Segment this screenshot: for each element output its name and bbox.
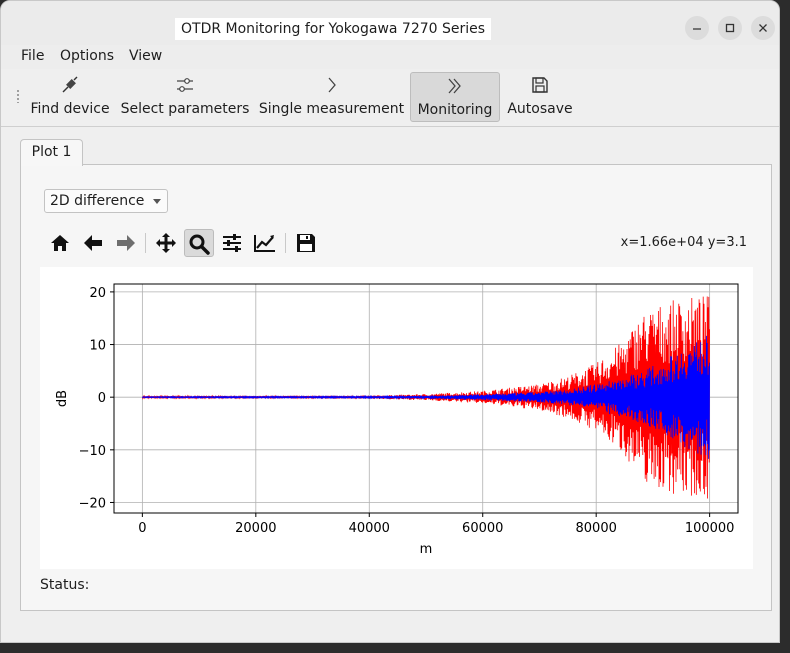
y-tick-label: 0 bbox=[98, 391, 106, 406]
configure-subplots-icon bbox=[223, 234, 241, 252]
connector-icon bbox=[62, 76, 78, 93]
pan-icon bbox=[156, 233, 176, 253]
main-toolbar: Find device Select parameters Single mea… bbox=[1, 69, 779, 127]
pan-button[interactable] bbox=[151, 229, 181, 257]
menu-options[interactable]: Options bbox=[60, 48, 115, 64]
autosave-button[interactable]: Autosave bbox=[505, 72, 575, 122]
zoom-button[interactable] bbox=[184, 229, 214, 257]
toolbar-grip[interactable] bbox=[16, 89, 20, 103]
single-measurement-label: Single measurement bbox=[258, 101, 405, 117]
series-line-2 bbox=[142, 335, 710, 459]
desktop-edge bbox=[780, 0, 790, 653]
x-tick-label: 20000 bbox=[235, 521, 276, 536]
menu-bar: File Options View bbox=[1, 45, 779, 69]
close-button[interactable] bbox=[751, 16, 775, 40]
find-device-label: Find device bbox=[30, 101, 110, 117]
plot-frame bbox=[113, 283, 739, 514]
maximize-icon bbox=[725, 23, 735, 33]
save-figure-button[interactable] bbox=[291, 229, 321, 257]
monitoring-label: Monitoring bbox=[417, 102, 493, 118]
app-window: OTDR Monitoring for Yokogawa 7270 Series… bbox=[0, 0, 780, 643]
minimize-button[interactable] bbox=[685, 16, 709, 40]
otdr-difference-chart[interactable]: 0 20000 40000 60000 80000 100000 −20 −10 0 10 20 m d… bbox=[40, 267, 753, 569]
double-chevron-icon bbox=[448, 78, 461, 94]
single-measurement-button[interactable]: Single measurement bbox=[258, 72, 405, 122]
plot-canvas[interactable]: 0 20000 40000 60000 80000 100000 −20 −10 0 10 20 m d… bbox=[40, 267, 753, 569]
select-parameters-label: Select parameters bbox=[120, 101, 250, 117]
toolbar-separator bbox=[145, 233, 146, 253]
title-bar: OTDR Monitoring for Yokogawa 7270 Series bbox=[1, 1, 779, 45]
y-axis-label: dB bbox=[55, 390, 70, 407]
y-tick-label: 20 bbox=[89, 286, 106, 301]
plot-mode-dropdown[interactable]: 2D difference bbox=[44, 189, 168, 213]
home-button[interactable] bbox=[45, 229, 75, 257]
window-title: OTDR Monitoring for Yokogawa 7270 Series bbox=[175, 18, 492, 40]
y-tick-label: −10 bbox=[79, 444, 106, 459]
configure-subplots-button[interactable] bbox=[217, 229, 247, 257]
status-label: Status: bbox=[40, 577, 90, 593]
status-bar bbox=[1, 622, 779, 642]
edit-axes-button[interactable] bbox=[250, 229, 280, 257]
zoom-icon bbox=[189, 234, 210, 255]
minimize-icon bbox=[693, 28, 701, 30]
select-parameters-button[interactable]: Select parameters bbox=[120, 72, 250, 122]
x-tick-label: 100000 bbox=[685, 521, 735, 536]
edit-axes-icon bbox=[254, 235, 275, 252]
chevron-right-icon bbox=[328, 77, 336, 93]
plot-tab-panel: 2D difference bbox=[20, 164, 772, 611]
close-icon bbox=[759, 24, 767, 32]
dropdown-arrow-icon bbox=[153, 199, 161, 204]
home-icon bbox=[51, 235, 69, 251]
plot-mode-value: 2D difference bbox=[50, 193, 145, 209]
x-tick-label: 80000 bbox=[576, 521, 617, 536]
maximize-button[interactable] bbox=[718, 16, 742, 40]
tab-plot-1[interactable]: Plot 1 bbox=[20, 139, 83, 166]
y-tick-label: 10 bbox=[89, 339, 106, 354]
back-button[interactable] bbox=[78, 229, 108, 257]
save-icon bbox=[532, 77, 548, 93]
find-device-button[interactable]: Find device bbox=[28, 72, 112, 122]
forward-icon bbox=[117, 235, 135, 251]
cursor-coordinates: x=1.66e+04 y=3.1 bbox=[620, 235, 747, 250]
menu-view[interactable]: View bbox=[129, 48, 163, 64]
x-axis-label: m bbox=[420, 542, 433, 557]
y-tick-label: −20 bbox=[79, 496, 106, 511]
sliders-icon bbox=[177, 78, 193, 92]
monitoring-button[interactable]: Monitoring bbox=[410, 72, 500, 122]
x-tick-label: 40000 bbox=[349, 521, 390, 536]
forward-button[interactable] bbox=[111, 229, 141, 257]
back-icon bbox=[84, 235, 102, 251]
toolbar-separator bbox=[285, 233, 286, 253]
autosave-label: Autosave bbox=[507, 101, 573, 117]
x-tick-label: 0 bbox=[138, 521, 146, 536]
save-figure-icon bbox=[297, 234, 315, 252]
menu-file[interactable]: File bbox=[21, 48, 45, 64]
x-tick-label: 60000 bbox=[462, 521, 503, 536]
